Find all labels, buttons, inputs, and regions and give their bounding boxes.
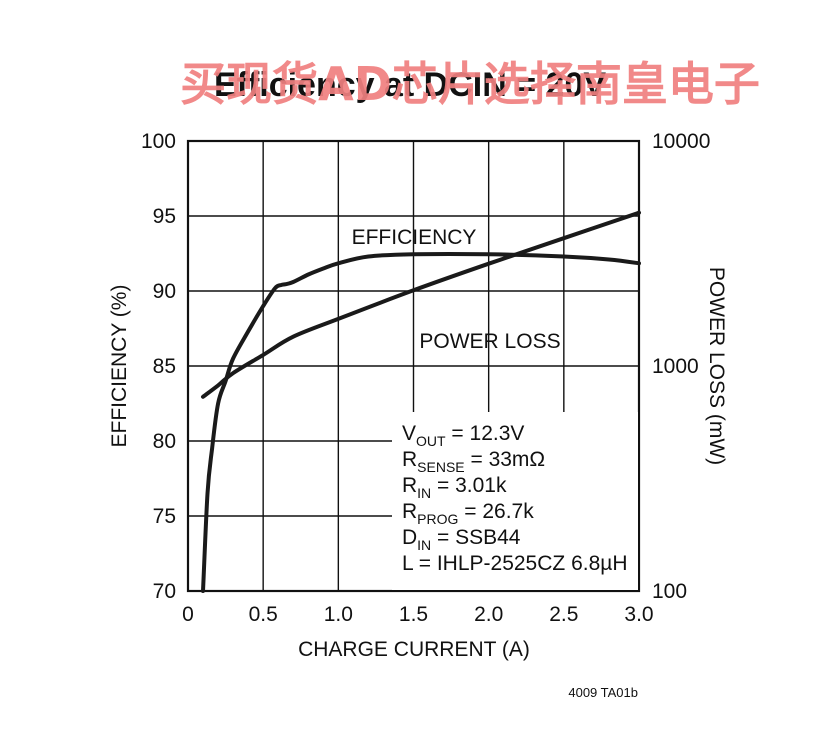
y-tick-label: 90 <box>153 280 176 303</box>
condition-line: VOUT = 12.3V <box>402 422 524 449</box>
x-tick-labels: 0 0.5 1.0 1.5 2.0 2.5 3.0 <box>182 603 653 626</box>
series-group <box>201 210 641 593</box>
x-tick-label: 0 <box>182 603 194 626</box>
efficiency-series-label: EFFICIENCY <box>352 226 477 249</box>
condition-line: RPROG = 26.7k <box>402 500 534 527</box>
y-tick-label: 100 <box>141 130 176 153</box>
power-loss-series-label: POWER LOSS <box>419 330 560 353</box>
y2-axis-label: POWER LOSS (mW) <box>705 267 728 465</box>
x-tick-label: 2.0 <box>474 603 503 626</box>
x-tick-label: 3.0 <box>624 603 653 626</box>
y2-tick-label: 10000 <box>652 130 710 153</box>
condition-line: RIN = 3.01k <box>402 474 507 501</box>
condition-line: RSENSE = 33mΩ <box>402 448 545 475</box>
x-tick-label: 1.0 <box>324 603 353 626</box>
y2-tick-labels: 100 1000 10000 <box>652 130 710 603</box>
chart-title: Efficiency at DCIN = 20V <box>214 66 606 104</box>
y-tick-label: 95 <box>153 205 176 228</box>
x-tick-label: 0.5 <box>249 603 278 626</box>
y-tick-label: 85 <box>153 355 176 378</box>
condition-line: L = IHLP-2525CZ 6.8µH <box>402 552 628 575</box>
y-axis-label: EFFICIENCY (%) <box>108 285 131 448</box>
y-tick-label: 80 <box>153 430 176 453</box>
x-tick-label: 2.5 <box>549 603 578 626</box>
figure-code: 4009 TA01b <box>568 685 638 700</box>
series-line-power-loss <box>201 210 641 399</box>
conditions-background <box>392 412 638 590</box>
x-tick-label: 1.5 <box>399 603 428 626</box>
y-tick-label: 75 <box>153 505 176 528</box>
y-tick-labels: 70 75 80 85 90 95 100 <box>141 130 176 603</box>
watermark: 买现货AD芯片选择南皇电子 <box>180 57 760 111</box>
y2-tick-label: 1000 <box>652 355 699 378</box>
condition-line: DIN = SSB44 <box>402 526 521 553</box>
y2-tick-label: 100 <box>652 580 687 603</box>
plot-frame <box>186 139 641 593</box>
series-line-efficiency <box>201 251 641 593</box>
y-tick-label: 70 <box>153 580 176 603</box>
x-axis-label: CHARGE CURRENT (A) <box>298 638 530 661</box>
